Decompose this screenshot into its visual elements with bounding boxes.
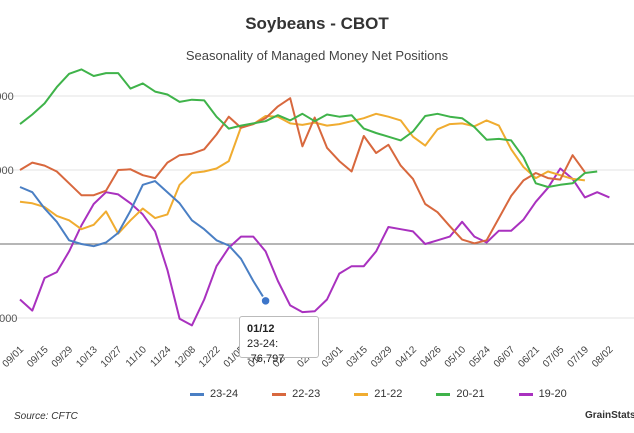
legend-label: 19-20 <box>538 388 567 400</box>
x-tick-label: 03/29 <box>369 344 395 370</box>
legend-label: 21-22 <box>374 388 403 400</box>
x-tick-label: 04/12 <box>394 344 420 370</box>
x-tick-label: 11/10 <box>124 344 149 369</box>
legend-swatch <box>518 392 533 396</box>
x-tick-label: 06/07 <box>492 344 518 370</box>
x-tick-label: 07/19 <box>566 344 592 370</box>
x-tick-label: 04/26 <box>418 344 444 370</box>
series-lines <box>19 68 610 327</box>
series-line-23-24[interactable] <box>19 180 267 302</box>
tooltip-value: 23-24: -76,797 <box>247 338 285 365</box>
x-tick-label: 08/02 <box>590 344 616 370</box>
x-tick-label: 05/10 <box>443 344 469 370</box>
y-tick-label: -100,000 <box>0 313 17 325</box>
highlight-point[interactable] <box>260 295 271 307</box>
series-line-19-20[interactable] <box>19 167 610 327</box>
x-tick-label: 09/15 <box>25 344 51 370</box>
legend-swatch <box>436 392 451 396</box>
series-line-20-21[interactable] <box>19 68 598 188</box>
legend-item-23-24[interactable]: 23-24 <box>190 388 238 400</box>
chart-legend: 23-24 22-23 21-22 20-21 19-20 <box>190 388 567 400</box>
legend-label: 23-24 <box>210 388 239 400</box>
legend-swatch <box>354 392 369 396</box>
legend-label: 22-23 <box>292 388 321 400</box>
data-tooltip: 01/12 23-24: -76,797 <box>239 316 319 365</box>
tooltip-date: 01/12 <box>247 323 275 335</box>
x-tick-label: 11/24 <box>149 344 174 369</box>
legend-label: 20-21 <box>456 388 485 400</box>
x-tick-label: 10/27 <box>99 344 125 370</box>
y-tick-label: 200,000 <box>0 91 14 103</box>
x-tick-label: 05/24 <box>467 344 493 370</box>
x-tick-label: 03/15 <box>344 344 370 370</box>
x-tick-label: 03/01 <box>320 344 346 370</box>
legend-item-19-20[interactable]: 19-20 <box>518 388 567 400</box>
chart-title: Soybeans - CBOT <box>245 14 389 33</box>
y-tick-label: 100,000 <box>0 165 14 177</box>
legend-item-21-22[interactable]: 21-22 <box>354 388 402 400</box>
x-tick-label: 06/21 <box>516 344 542 370</box>
x-tick-label: 09/29 <box>50 344 76 370</box>
x-tick-label: 12/22 <box>197 344 223 370</box>
x-tick-label: 09/01 <box>1 344 27 370</box>
chart-subtitle: Seasonality of Managed Money Net Positio… <box>185 48 449 63</box>
x-tick-label: 10/13 <box>74 344 100 370</box>
brand-logo-text: GrainStats <box>585 410 634 421</box>
legend-swatch <box>190 392 204 396</box>
legend-swatch <box>272 392 287 396</box>
legend-item-20-21[interactable]: 20-21 <box>436 388 485 400</box>
source-note: Source: CFTC <box>14 411 78 422</box>
legend-item-22-23[interactable]: 22-23 <box>272 388 320 400</box>
grid-lines <box>0 95 634 319</box>
x-tick-label: 07/05 <box>541 344 567 370</box>
series-line-21-22[interactable] <box>19 112 586 235</box>
series-line-22-23[interactable] <box>19 97 586 245</box>
x-tick-label: 12/08 <box>173 344 199 370</box>
